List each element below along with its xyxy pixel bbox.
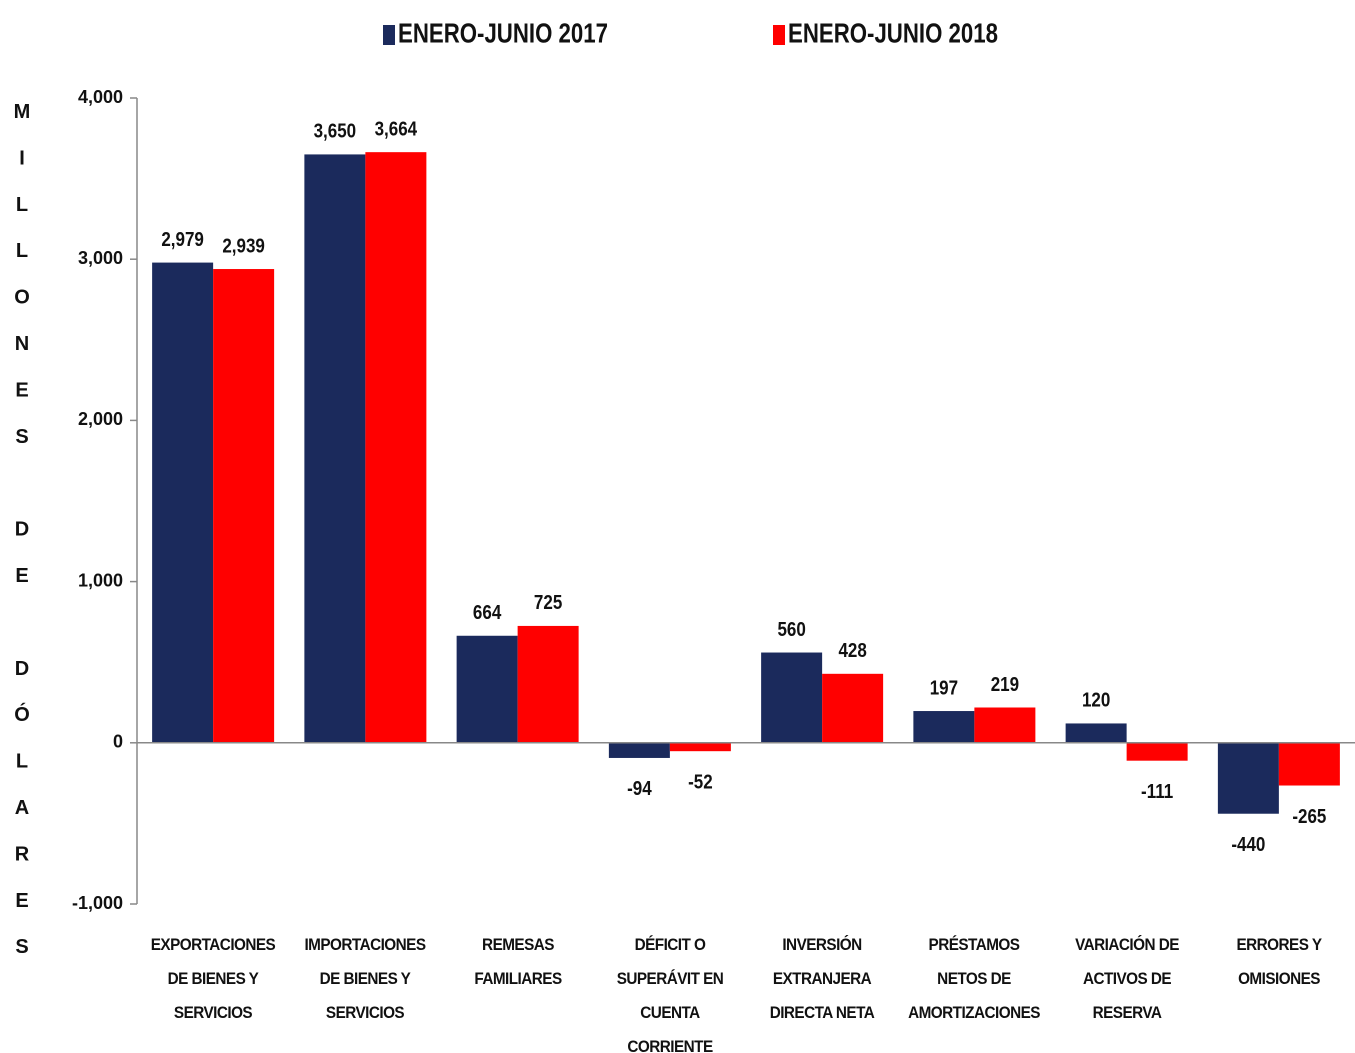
data-label: -265: [1292, 804, 1326, 827]
bar: [152, 262, 214, 743]
bar: [456, 635, 518, 743]
data-label: -52: [688, 770, 713, 793]
legend-swatch: [773, 25, 785, 45]
data-label: 120: [1082, 688, 1110, 711]
x-tick-label: ERRORES Y OMISIONES: [1236, 935, 1322, 988]
y-tick-label: 4,000: [78, 87, 123, 107]
x-tick-label: IMPORTACIONES DE BIENES Y SERVICIOS: [304, 935, 427, 1022]
x-tick-label: EXPORTACIONES DE BIENES Y SERVICIOS: [150, 935, 276, 1022]
bar: [1065, 723, 1127, 743]
y-tick-label: 0: [113, 732, 123, 752]
bar: [822, 673, 884, 743]
data-label: 219: [991, 672, 1019, 695]
x-tick-label: DÉFICIT O SUPERÁVIT EN CUENTA CORRIENTE: [616, 935, 724, 1053]
data-label: 428: [838, 639, 866, 662]
y-tick-label: 1,000: [78, 570, 123, 590]
legend-label: ENERO-JUNIO 2017: [398, 17, 608, 48]
data-label: 197: [930, 676, 958, 699]
bar: [913, 711, 975, 743]
legend-label: ENERO-JUNIO 2018: [788, 17, 998, 48]
y-tick-label: 2,000: [78, 409, 123, 429]
x-tick-label: PRÉSTAMOS NETOS DE AMORTIZACIONES: [908, 935, 1041, 1022]
bar: [365, 152, 427, 743]
bar: [1278, 742, 1340, 786]
bar: [1126, 742, 1188, 761]
data-label: -111: [1141, 780, 1173, 803]
x-tick-label: REMESAS FAMILIARES: [473, 935, 562, 988]
x-tick-label: VARIACIÓN DE ACTIVOS DE RESERVA: [1074, 935, 1179, 1022]
data-label: 560: [777, 617, 805, 640]
data-label: 3,664: [375, 117, 418, 140]
data-label: 2,939: [222, 234, 265, 257]
y-tick-label: -1,000: [72, 893, 123, 913]
bar: [304, 154, 366, 743]
legend-swatch: [383, 25, 395, 45]
data-label: 3,650: [314, 119, 357, 142]
x-tick-label: INVERSIÓN EXTRANJERA DIRECTA NETA: [769, 935, 875, 1022]
bar: [1217, 742, 1279, 814]
bar: [669, 742, 731, 752]
data-label: 2,979: [161, 228, 204, 251]
data-label: -440: [1231, 833, 1265, 856]
bar: [608, 742, 670, 758]
data-label: 725: [534, 591, 562, 614]
data-label: 664: [473, 601, 502, 624]
bar: [761, 652, 823, 743]
data-label: -94: [627, 777, 652, 800]
y-tick-label: 3,000: [78, 248, 123, 268]
bar: [213, 269, 275, 743]
bar: [974, 707, 1036, 743]
bar: [517, 625, 579, 743]
